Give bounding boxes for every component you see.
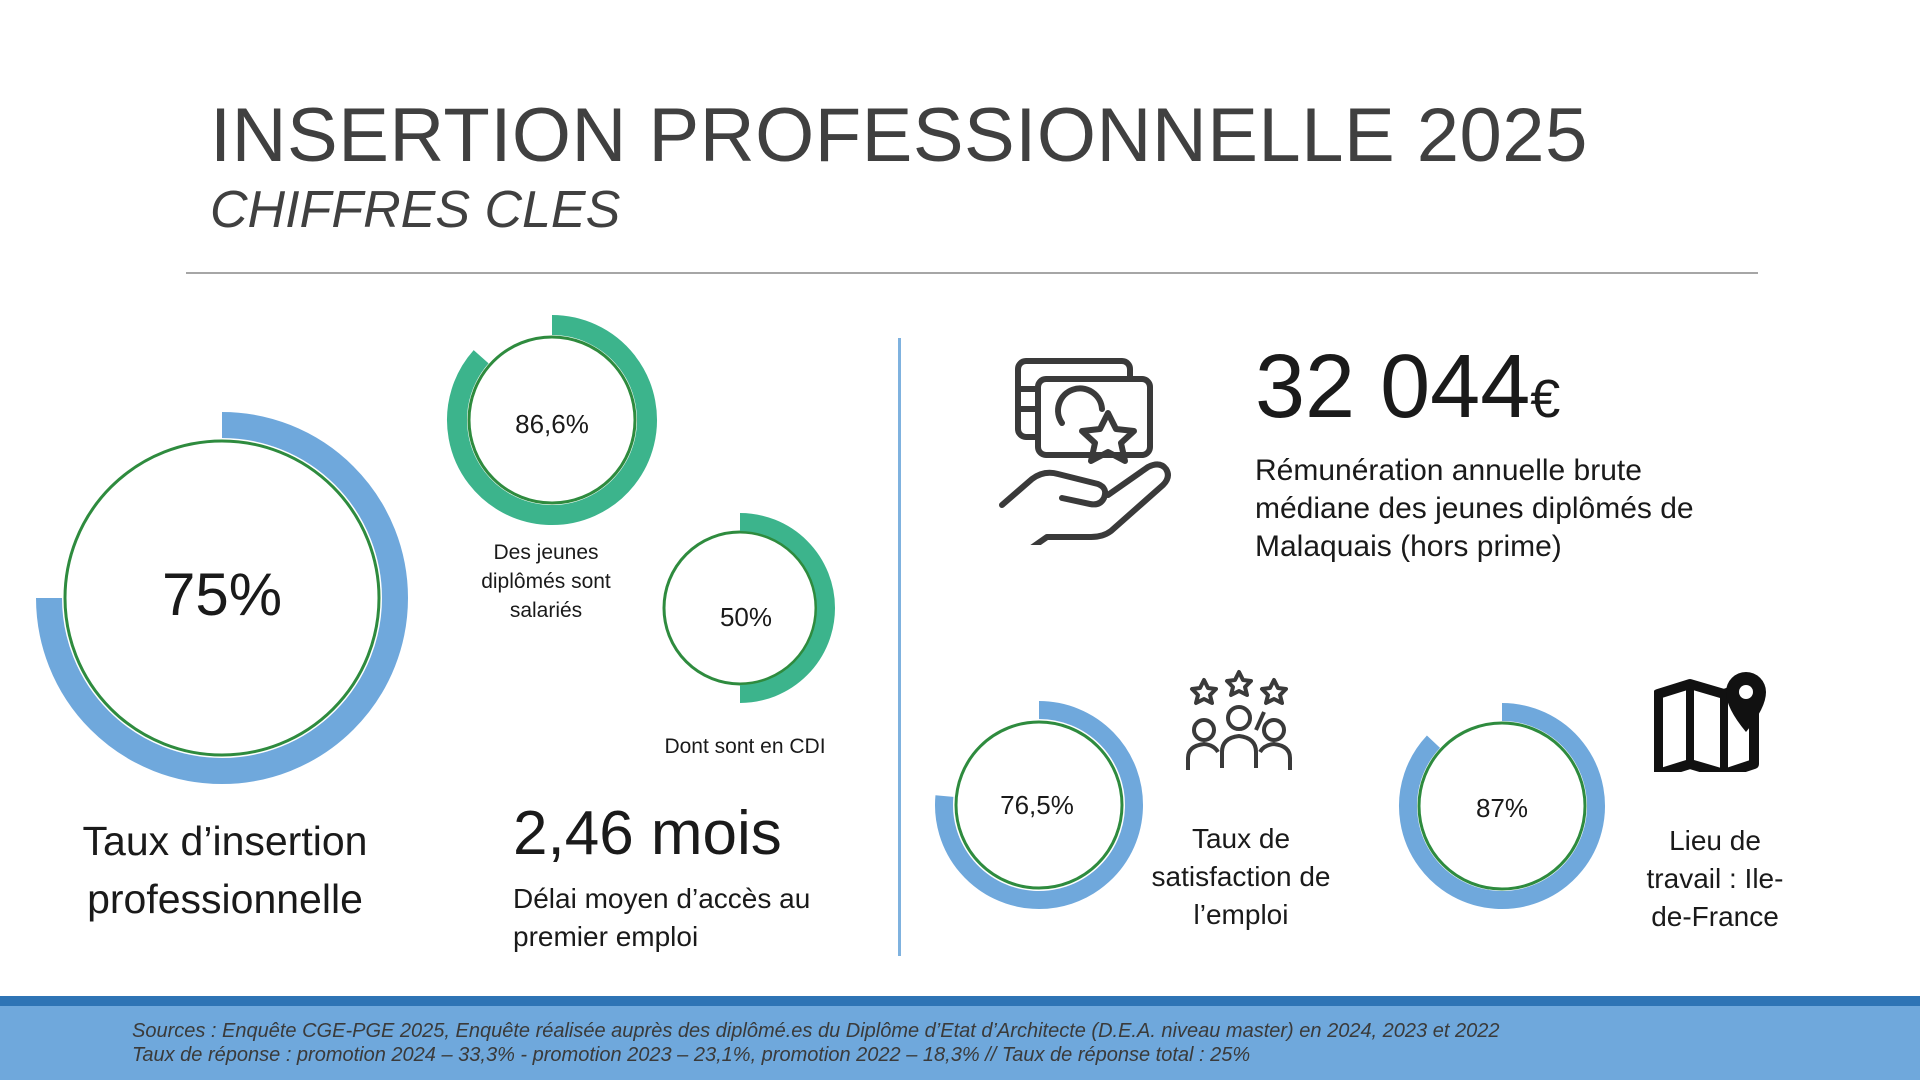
cdi-ring-inner [662,530,818,686]
cdi-ring-arc [739,513,835,703]
salary-value-wrap: 32 044€ [1255,336,1560,439]
team-stars-icon [1186,670,1292,770]
footer-sources: Sources : Enquête CGE-PGE 2025, Enquête … [132,1019,1499,1067]
salaries-label-line2: diplômés sont [481,570,611,593]
insertion-value: 75% [161,561,283,628]
salaries-ring-inner [467,335,637,505]
salary-label-line3: Malaquais (hors prime) [1255,530,1562,563]
lieu-label-line1: Lieu de [1669,825,1761,856]
salary-label-line1: Rémunération annuelle brute [1255,454,1642,487]
lieu-label: Lieu de travail : Ile- de-France [1605,822,1825,936]
page-subtitle: CHIFFRES CLES [210,181,621,239]
page-title: INSERTION PROFESSIONNELLE 2025 [210,93,1588,178]
salaries-ring [447,315,657,525]
lieu-label-line3: de-France [1651,901,1779,932]
footer-line1: Sources : Enquête CGE-PGE 2025, Enquête … [132,1020,1500,1042]
salaries-label-line1: Des jeunes [493,541,599,564]
salaries-value: 86,6% [515,409,589,439]
satisfaction-ring-inner [954,720,1124,890]
cdi-value: 50% [719,602,773,632]
insertion-label-line1: Taux d’insertion [82,818,368,864]
salary-currency: € [1530,369,1561,429]
satisfaction-label: Taux de satisfaction de l’emploi [1128,820,1354,934]
salary-label: Rémunération annuelle brute médiane des … [1255,452,1694,566]
cdi-ring [662,513,835,703]
satisfaction-label-line3: l’emploi [1193,899,1289,930]
lieu-ring-inner [1417,721,1587,891]
satisfaction-value: 76,5% [1000,790,1074,820]
delai-label: Délai moyen d’accès au premier emploi [513,880,810,956]
delai-value: 2,46 mois [513,799,782,868]
footer-band [0,1006,1920,1080]
footer-accent-bar [0,996,1920,1006]
delai-label-line1: Délai moyen d’accès au [513,883,811,914]
lieu-ring-arc [1399,703,1605,909]
vertical-divider [898,338,901,956]
satisfaction-label-line1: Taux de [1191,823,1291,854]
satisfaction-label-line2: satisfaction de [1151,861,1331,892]
salaries-label: Des jeunes diplômés sont salariés [456,538,636,625]
insertion-ring-arc [36,412,408,784]
lieu-label-line2: travail : Ile- [1646,863,1784,894]
insertion-ring-inner [63,439,381,757]
footer-line2: Taux de réponse : promotion 2024 – 33,3%… [132,1044,1251,1066]
salary-value: 32 044 [1255,337,1531,437]
salaries-ring-arc [447,315,657,525]
map-pin-icon [1654,672,1766,772]
header-divider [186,272,1758,274]
satisfaction-ring-arc [935,701,1143,909]
insertion-label: Taux d’insertion professionnelle [40,812,410,928]
satisfaction-ring [935,701,1143,909]
cdi-label: Dont sont en CDI [664,735,826,758]
salary-label-line2: médiane des jeunes diplômés de [1255,492,1694,525]
lieu-value: 87% [1475,793,1529,823]
delai-label-line2: premier emploi [513,921,699,952]
lieu-ring [1399,703,1605,909]
insertion-ring [36,412,408,784]
insertion-label-line2: professionnelle [87,876,363,922]
money-hand-star-icon [999,358,1171,545]
salaries-label-line3: salariés [509,599,583,622]
